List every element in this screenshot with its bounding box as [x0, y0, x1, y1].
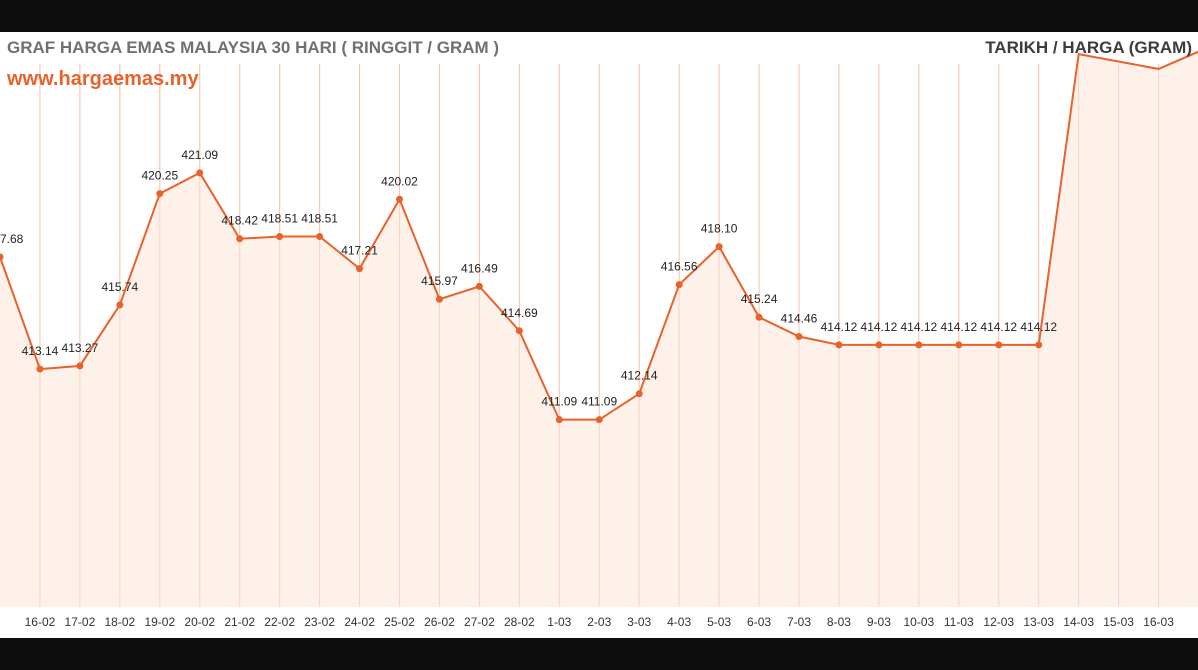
- x-tick-label: 21-02: [224, 615, 255, 629]
- data-label: 414.12: [940, 320, 977, 334]
- data-label: 414.12: [900, 320, 937, 334]
- data-point: [595, 416, 603, 424]
- data-label: 415.74: [101, 280, 138, 294]
- data-label: 421.09: [181, 148, 218, 162]
- x-tick-label: 26-02: [424, 615, 455, 629]
- data-point: [276, 233, 284, 241]
- data-label: 418.51: [301, 212, 338, 226]
- x-tick-label: 4-03: [667, 615, 691, 629]
- data-label: 417.21: [341, 244, 378, 258]
- data-label: 415.97: [421, 274, 458, 288]
- x-tick-label: 16-02: [25, 615, 56, 629]
- data-point: [156, 190, 164, 198]
- data-point: [955, 341, 963, 349]
- x-tick-label: 6-03: [747, 615, 771, 629]
- x-tick-label: 17-02: [65, 615, 96, 629]
- data-point: [835, 341, 843, 349]
- x-tick-label: 2-03: [587, 615, 611, 629]
- data-label: 418.10: [701, 222, 738, 236]
- data-point: [0, 253, 4, 261]
- data-point: [475, 282, 483, 290]
- data-point: [675, 281, 683, 289]
- x-tick-label: 3-03: [627, 615, 651, 629]
- x-tick-label: 9-03: [867, 615, 891, 629]
- data-point: [715, 243, 723, 251]
- site-link[interactable]: www.hargaemas.my: [7, 68, 199, 90]
- data-label: 420.02: [381, 174, 418, 188]
- data-point: [795, 332, 803, 340]
- x-tick-label: 7-03: [787, 615, 811, 629]
- data-point: [755, 313, 763, 321]
- x-tick-label: 28-02: [504, 615, 535, 629]
- chart-title: GRAF HARGA EMAS MALAYSIA 30 HARI ( RINGG…: [7, 38, 500, 57]
- data-label: 416.49: [461, 261, 498, 275]
- data-label: 414.12: [1020, 320, 1057, 334]
- x-tick-label: 1-03: [547, 615, 571, 629]
- x-tick-label: 18-02: [104, 615, 135, 629]
- data-label: 411.09: [541, 395, 577, 409]
- area-fill: [0, 51, 1198, 607]
- data-label: 414.46: [781, 311, 818, 325]
- data-label: 7.68: [0, 232, 24, 246]
- data-point: [396, 195, 403, 203]
- x-tick-label: 11-03: [944, 615, 974, 629]
- data-point: [76, 362, 84, 370]
- chart-legend: TARIKH / HARGA (GRAM): [985, 38, 1192, 57]
- x-tick-label: 24-02: [344, 615, 375, 629]
- data-label: 414.12: [980, 320, 1017, 334]
- x-tick-label: 14-03: [1063, 615, 1094, 629]
- data-point: [515, 327, 523, 335]
- data-label: 414.12: [861, 320, 898, 334]
- chart-area: 7.68 413.14 413.27 415.74 420.25 421.09 418.42…: [0, 32, 1198, 638]
- x-tick-label: 20-02: [184, 615, 215, 629]
- data-point: [116, 301, 124, 309]
- data-label: 412.14: [621, 369, 658, 383]
- x-tick-label: 10-03: [903, 615, 934, 629]
- data-point: [875, 341, 883, 349]
- data-point: [236, 235, 244, 243]
- x-tick-label: 16-03: [1143, 615, 1174, 629]
- data-label: 418.51: [261, 212, 298, 226]
- data-label: 420.25: [141, 169, 178, 183]
- data-point: [36, 365, 44, 373]
- data-point: [555, 416, 563, 424]
- data-point: [196, 169, 204, 177]
- x-tick-label: 22-02: [264, 615, 295, 629]
- data-point: [356, 265, 364, 273]
- x-tick-label: 19-02: [144, 615, 175, 629]
- x-tick-label: 12-03: [983, 615, 1014, 629]
- data-label: 416.56: [661, 260, 698, 274]
- x-tick-label: 27-02: [464, 615, 495, 629]
- data-point: [915, 341, 923, 349]
- data-label: 418.42: [221, 214, 258, 228]
- x-tick-label: 23-02: [304, 615, 335, 629]
- data-label: 413.14: [22, 344, 59, 358]
- x-tick-label: 25-02: [384, 615, 415, 629]
- x-tick-label: 13-03: [1023, 615, 1054, 629]
- data-label: 414.69: [501, 306, 538, 320]
- data-point: [635, 390, 643, 398]
- data-point: [435, 295, 443, 303]
- data-label: 414.12: [821, 320, 858, 334]
- data-label: 411.09: [581, 395, 617, 409]
- data-point: [1035, 341, 1043, 349]
- data-point: [316, 233, 324, 241]
- data-label: 415.24: [741, 292, 778, 306]
- data-label: 413.27: [62, 341, 99, 355]
- x-tick-label: 5-03: [707, 615, 731, 629]
- x-tick-label: 15-03: [1103, 615, 1134, 629]
- x-tick-label: 8-03: [827, 615, 851, 629]
- data-point: [995, 341, 1003, 349]
